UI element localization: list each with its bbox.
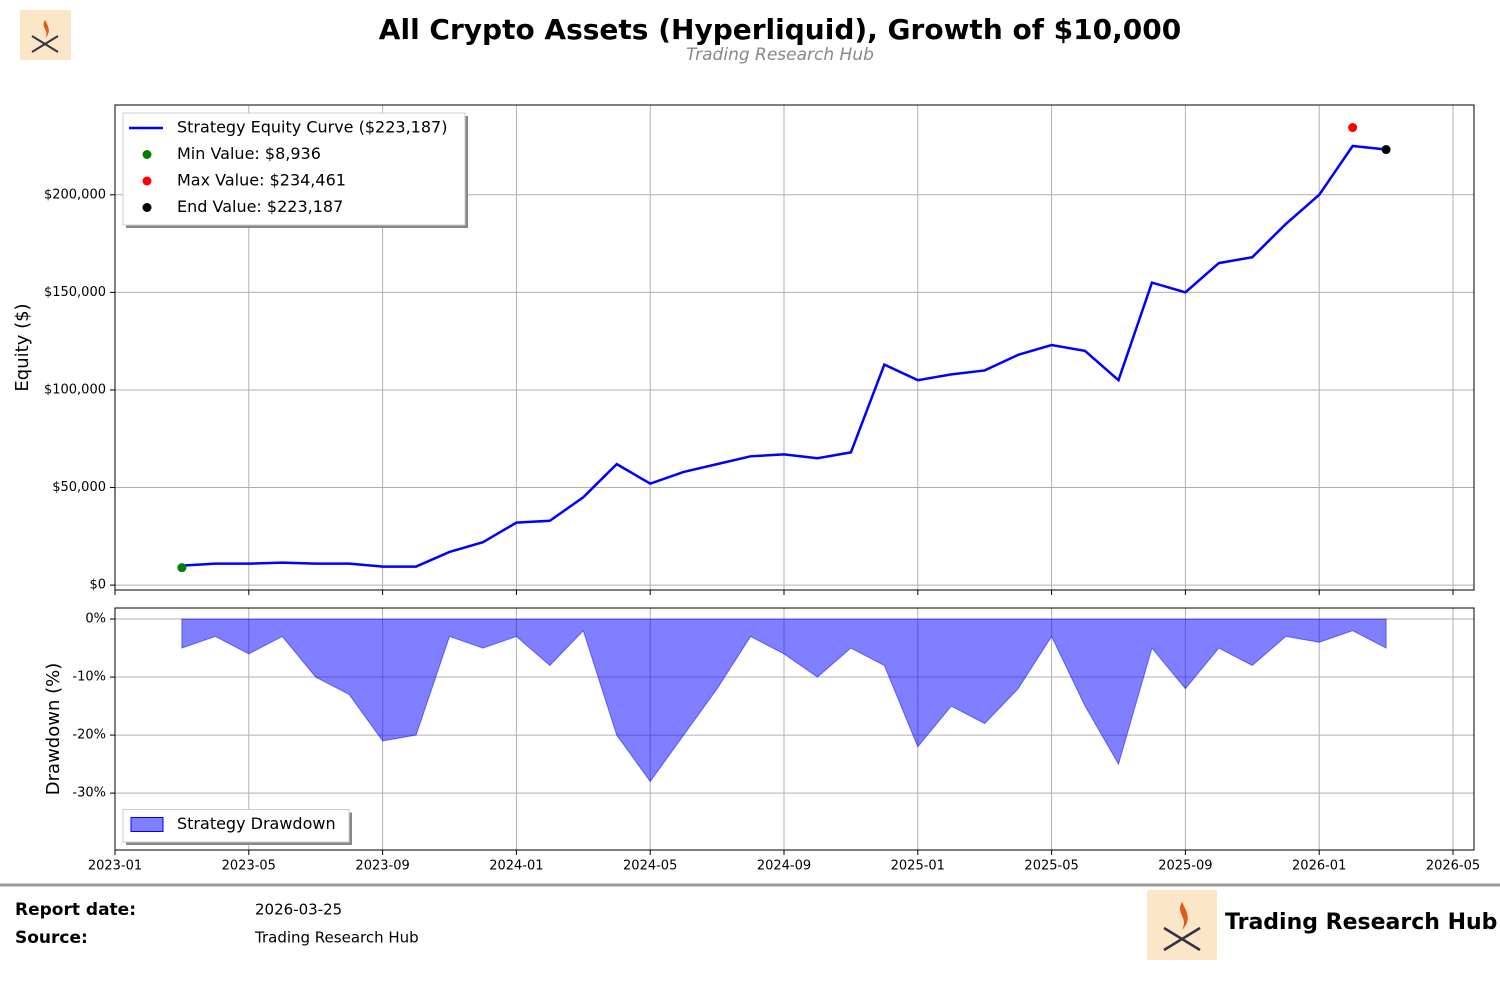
x-tick-label: 2025-05 [1024,859,1078,874]
legend-label: Strategy Equity Curve ($223,187) [177,118,447,137]
logo-flame [1179,902,1188,930]
legend-swatch [142,203,152,212]
logo-bg [1147,890,1217,960]
x-tick-label: 2024-05 [623,859,677,874]
footer-value: 2026-03-25 [255,901,342,919]
legend: Strategy Equity Curve ($223,187) Min Valu… [122,112,468,228]
footer-label: Source: [15,928,88,948]
x-tick-label: 2023-01 [88,859,142,874]
y-tick-label: -20% [72,728,106,743]
y-tick-label: 0% [85,612,106,627]
plot-frame [114,607,1475,851]
legend-box [122,112,466,226]
x-tick-label: 2024-09 [757,859,811,874]
y-tick-label: $150,000 [44,285,106,300]
drawdown-area [181,618,1387,783]
x-tick-label: 2023-05 [222,859,276,874]
footer-label: Report date: [15,900,136,920]
logo [20,10,71,60]
y-tick-label: $0 [89,578,106,593]
point [1348,123,1358,133]
equity-line [181,144,1387,568]
x-tick-label: 2024-01 [489,859,543,874]
legend-label: End Value: $223,187 [177,197,343,216]
legend-swatch [130,817,164,832]
brand-logo [1147,890,1217,960]
point [177,563,187,573]
legend-label: Min Value: $8,936 [177,144,321,163]
legend-label: Strategy Drawdown [177,814,336,833]
y-axis-label: Drawdown (%) [43,663,64,795]
legend-swatch [142,176,152,186]
brand-name: Trading Research Hub [1225,910,1497,935]
footer-value: Trading Research Hub [254,929,419,947]
y-tick-label: $200,000 [44,187,106,202]
logo-swords [31,35,59,53]
logo-flame [43,20,49,38]
y-tick-label: -30% [72,786,106,801]
legend: Strategy Drawdown [122,809,352,845]
logo-swords [1163,926,1201,952]
x-tick-label: 2023-09 [355,859,409,874]
y-tick-label: -10% [72,670,106,685]
y-tick-label: $100,000 [44,382,106,397]
y-tick-label: $50,000 [52,480,106,495]
x-tick-label: 2025-09 [1158,859,1212,874]
x-tick-label: 2026-05 [1426,859,1480,874]
y-axis-label: Equity ($) [12,303,33,391]
x-tick-label: 2026-01 [1292,859,1346,874]
legend-swatch [142,150,152,159]
plot-frame [114,104,1475,591]
legend-label: Max Value: $234,461 [177,171,346,190]
x-tick-label: 2025-01 [891,859,945,874]
chart-subtitle: Trading Research Hub [686,45,874,65]
point [1381,145,1391,155]
chart-title: All Crypto Assets (Hyperliquid), Growth … [379,13,1181,46]
logo-bg [20,10,71,60]
